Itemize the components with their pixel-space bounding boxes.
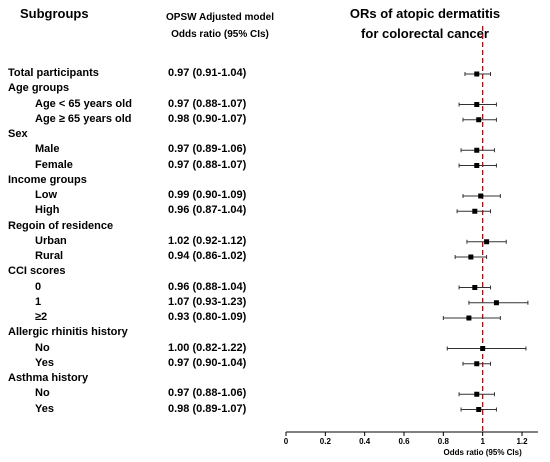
x-tick-label: 0.4 bbox=[359, 437, 371, 446]
odds-ratio-point bbox=[484, 239, 490, 245]
odds-ratio-value: 0.99 (0.90-1.09) bbox=[168, 189, 247, 201]
subgroup-row: Age < 65 years old 0.97 (0.88-1.07) bbox=[0, 98, 290, 113]
chart-title-line1: ORs of atopic dermatitis bbox=[349, 6, 501, 21]
odds-ratio-value: 0.97 (0.90-1.04) bbox=[168, 356, 247, 369]
odds-ratio-value: 1.00 (0.82-1.22) bbox=[168, 341, 247, 354]
odds-ratio-point bbox=[474, 361, 480, 367]
subgroup-row: High 0.96 (0.87-1.04) bbox=[0, 204, 290, 219]
x-tick-label: 0 bbox=[284, 437, 289, 446]
x-tick-label: 1.2 bbox=[516, 437, 528, 446]
group-row: Income groups bbox=[0, 174, 290, 189]
odds-ratio-value: 0.94 (0.86-1.02) bbox=[168, 250, 247, 262]
group-row: Age groups bbox=[0, 82, 290, 97]
odds-ratio-point bbox=[468, 254, 474, 260]
x-tick-label: 1 bbox=[480, 437, 485, 446]
odds-ratio-value: 0.93 (0.80-1.09) bbox=[168, 311, 247, 323]
row-label: No bbox=[35, 387, 50, 400]
odds-ratio-value: 0.98 (0.90-1.07) bbox=[168, 112, 247, 125]
row-label: High bbox=[35, 204, 60, 217]
model-header-line2: Odds ratio (95% CIs) bbox=[171, 29, 269, 40]
subgroup-row: No 1.00 (0.82-1.22) bbox=[0, 342, 290, 357]
row-label: Asthma history bbox=[8, 372, 89, 384]
row-label: No bbox=[35, 341, 50, 354]
row-label: Age groups bbox=[8, 82, 70, 95]
subgroup-row: Low 0.99 (0.90-1.09) bbox=[0, 189, 290, 204]
odds-ratio-value: 0.96 (0.87-1.04) bbox=[168, 204, 247, 217]
row-label: Male bbox=[35, 143, 60, 156]
subgroup-row: ≥2 0.93 (0.80-1.09) bbox=[0, 311, 290, 326]
odds-ratio-point bbox=[474, 163, 480, 168]
odds-ratio-value: 0.97 (0.88-1.06) bbox=[168, 387, 247, 400]
odds-ratio-point bbox=[474, 71, 480, 77]
odds-ratio-value: 1.02 (0.92-1.12) bbox=[168, 234, 247, 247]
odds-ratio-point bbox=[466, 315, 472, 321]
odds-ratio-point bbox=[474, 102, 480, 107]
odds-ratio-value: 0.97 (0.88-1.07) bbox=[168, 97, 247, 110]
row-label: Allergic rhinitis history bbox=[8, 326, 128, 339]
row-label: 1 bbox=[35, 295, 42, 308]
model-header: OPSW Adjusted model Odds ratio (95% CIs) bbox=[150, 9, 290, 43]
group-row: Sex bbox=[0, 128, 290, 143]
group-row: Total participants 0.97 (0.91-1.04) bbox=[0, 67, 290, 82]
odds-ratio-value: 0.97 (0.89-1.06) bbox=[168, 143, 247, 156]
subgroup-row: Urban 1.02 (0.92-1.12) bbox=[0, 235, 290, 250]
row-label: Female bbox=[35, 158, 73, 171]
subgroup-row: Yes 0.98 (0.89-1.07) bbox=[0, 403, 290, 418]
row-label: Total participants bbox=[8, 67, 99, 79]
x-tick-label: 0.2 bbox=[320, 437, 332, 446]
odds-ratio-point bbox=[476, 117, 482, 123]
model-header-line1: OPSW Adjusted model bbox=[166, 12, 274, 23]
odds-ratio-value: 0.97 (0.91-1.04) bbox=[168, 67, 247, 79]
row-label: Income groups bbox=[8, 173, 87, 186]
subgroup-row: Age ≥ 65 years old 0.98 (0.90-1.07) bbox=[0, 113, 290, 128]
chart-title-line2: for colorectal cancer bbox=[361, 26, 489, 41]
row-label: Yes bbox=[35, 356, 54, 369]
group-row: CCI scores bbox=[0, 265, 290, 280]
group-row: Allergic rhinitis history bbox=[0, 326, 290, 341]
subgroup-row: Yes 0.97 (0.90-1.04) bbox=[0, 357, 290, 372]
row-label: 0 bbox=[35, 280, 42, 293]
row-label: Low bbox=[35, 189, 57, 201]
odds-ratio-value: 1.07 (0.93-1.23) bbox=[168, 295, 247, 308]
subgroup-row: No 0.97 (0.88-1.06) bbox=[0, 387, 290, 402]
row-label: Yes bbox=[35, 402, 54, 415]
odds-ratio-point bbox=[472, 285, 478, 290]
row-label: Urban bbox=[35, 234, 67, 247]
row-label: ≥2 bbox=[35, 311, 48, 323]
odds-ratio-point bbox=[478, 193, 484, 199]
x-tick-label: 0.8 bbox=[438, 437, 450, 446]
chart-title: ORs of atopic dermatitis for colorectal … bbox=[330, 4, 520, 44]
subgroup-row: 1 1.07 (0.93-1.23) bbox=[0, 296, 290, 311]
subgroup-row: Male 0.97 (0.89-1.06) bbox=[0, 143, 290, 158]
row-label: Age < 65 years old bbox=[35, 97, 132, 110]
odds-ratio-point bbox=[480, 346, 486, 351]
row-label: CCI scores bbox=[8, 265, 66, 278]
row-label: Regoin of residence bbox=[8, 219, 114, 232]
odds-ratio-value: 0.97 (0.88-1.07) bbox=[168, 158, 247, 171]
odds-ratio-point bbox=[493, 300, 499, 306]
group-row: Regoin of residence bbox=[0, 220, 290, 235]
x-axis-label: Odds ratio (95% CIs) bbox=[444, 448, 523, 457]
row-label: Rural bbox=[35, 250, 64, 262]
x-tick-label: 0.6 bbox=[398, 437, 410, 446]
odds-ratio-point bbox=[476, 407, 482, 412]
subgroup-row: Female 0.97 (0.88-1.07) bbox=[0, 159, 290, 174]
subgroup-row: 0 0.96 (0.88-1.04) bbox=[0, 281, 290, 296]
odds-ratio-point bbox=[472, 208, 478, 214]
odds-ratio-value: 0.98 (0.89-1.07) bbox=[168, 402, 247, 415]
group-row: Asthma history bbox=[0, 372, 290, 387]
odds-ratio-value: 0.96 (0.88-1.04) bbox=[168, 280, 247, 293]
odds-ratio-point bbox=[474, 147, 480, 153]
subgroups-header: Subgroups bbox=[20, 6, 89, 21]
row-label: Age ≥ 65 years old bbox=[35, 112, 132, 125]
row-label: Sex bbox=[8, 128, 28, 140]
subgroup-row: Rural 0.94 (0.86-1.02) bbox=[0, 250, 290, 265]
odds-ratio-point bbox=[474, 391, 480, 397]
